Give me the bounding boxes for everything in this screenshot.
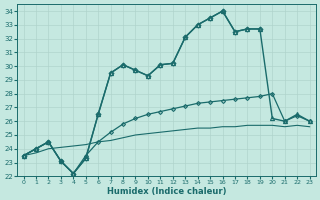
X-axis label: Humidex (Indice chaleur): Humidex (Indice chaleur) bbox=[107, 187, 226, 196]
